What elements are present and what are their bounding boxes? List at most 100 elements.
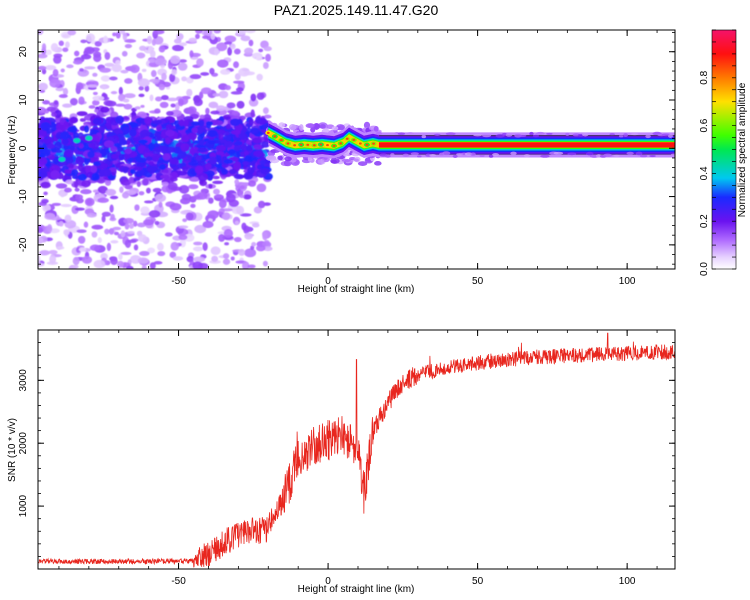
carrier-halo bbox=[492, 153, 499, 157]
spectrogram-noise-cell bbox=[244, 248, 257, 258]
carrier-bubble-core bbox=[319, 143, 323, 146]
spectrogram-band-cell bbox=[195, 154, 203, 161]
spectrogram-noise-cell bbox=[186, 88, 193, 97]
spectrogram-noise-cell bbox=[149, 58, 156, 64]
spectrogram-noise-cell bbox=[124, 39, 137, 43]
carrier-halo bbox=[421, 134, 427, 139]
spectrogram-noise-cell bbox=[144, 85, 150, 92]
spectrogram-noise-cell bbox=[222, 253, 230, 259]
carrier-halo bbox=[670, 153, 675, 156]
spectrogram-noise-cell bbox=[228, 199, 239, 208]
spectrogram-noise-cell bbox=[120, 251, 132, 255]
carrier-halo bbox=[488, 154, 494, 158]
spectrogram-y-tick-label: -10 bbox=[18, 189, 29, 204]
spectrogram-noise-cell bbox=[233, 80, 245, 84]
spectrogram-band-cell bbox=[87, 150, 95, 159]
spectrogram-band-cell bbox=[67, 126, 78, 133]
spectrogram-noise-cell bbox=[122, 32, 128, 41]
spectrogram-noise-cell bbox=[74, 50, 80, 57]
spectrogram-noise-cell bbox=[101, 85, 107, 90]
spectrogram-band-cell bbox=[259, 159, 266, 166]
spectrogram-noise-cell bbox=[250, 109, 255, 118]
spectrogram-noise-cell bbox=[202, 220, 214, 229]
carrier-halo bbox=[613, 154, 620, 158]
spectrogram-band-cell bbox=[248, 118, 254, 126]
spectrogram-noise-cell bbox=[224, 242, 230, 246]
spectrogram-band-cell bbox=[215, 150, 225, 156]
spectrogram-band-cell bbox=[209, 156, 217, 165]
spectrogram-noise-cell bbox=[136, 52, 146, 59]
spectrogram-noise-cell bbox=[51, 112, 57, 117]
spectrogram-noise-cell bbox=[94, 109, 99, 113]
spectrogram-noise-cell bbox=[138, 93, 145, 98]
spectrogram-noise-cell bbox=[230, 91, 243, 95]
spectrogram-noise-cell bbox=[38, 254, 41, 264]
spectrogram-noise-cell bbox=[56, 246, 65, 250]
spectrogram-noise-cell bbox=[149, 94, 154, 102]
spectrogram-band-cell bbox=[188, 161, 199, 166]
spectrogram-noise-cell bbox=[92, 91, 98, 96]
spectrogram-noise-cell bbox=[209, 67, 215, 75]
spectrogram-noise-cell bbox=[104, 51, 111, 60]
spectrogram-noise-cell bbox=[173, 38, 182, 44]
spectrogram-noise-cell bbox=[151, 38, 157, 46]
spectrogram-transition-cell bbox=[266, 155, 277, 161]
spectrogram-noise-cell bbox=[149, 78, 161, 83]
carrier-bubble-core bbox=[286, 142, 290, 145]
spectrogram-transition-cell bbox=[278, 122, 286, 129]
spectrogram-noise-cell bbox=[69, 98, 78, 106]
spectrogram-noise-cell bbox=[179, 197, 191, 205]
spectrogram-noise-cell bbox=[233, 61, 239, 69]
spectrogram-noise-cell bbox=[263, 114, 272, 119]
spectrogram-band-cell bbox=[207, 140, 216, 145]
carrier-bubble-core bbox=[293, 144, 296, 147]
spectrogram-band-cell bbox=[250, 127, 260, 135]
spectrogram-band-cell bbox=[169, 171, 179, 180]
carrier-halo bbox=[523, 154, 531, 158]
spectrogram-noise-cell bbox=[155, 96, 163, 102]
spectrogram-noise-cell bbox=[49, 254, 57, 264]
carrier-halo bbox=[529, 131, 534, 136]
spectrogram-band-cell bbox=[198, 139, 205, 146]
carrier-halo bbox=[618, 135, 624, 138]
spectrogram-band-cell bbox=[155, 172, 164, 181]
spectrogram-transition-cell bbox=[277, 155, 283, 161]
spectrogram-noise-cell bbox=[241, 222, 247, 231]
spectrogram-noise-cell bbox=[92, 99, 100, 106]
spectrogram-band-cell bbox=[100, 163, 109, 169]
spectrogram-noise-cell bbox=[84, 197, 95, 207]
spectrogram-noise-cell bbox=[239, 213, 252, 217]
spectrogram-noise-cell bbox=[58, 94, 68, 99]
spectrogram-y-tick-label: 0 bbox=[18, 145, 29, 151]
spectrogram-noise-cell bbox=[101, 215, 106, 223]
spectrogram-noise-cell bbox=[142, 178, 149, 186]
carrier-halo bbox=[540, 154, 550, 158]
spectrogram-band-cell bbox=[62, 137, 69, 146]
spectrogram-noise-cell bbox=[244, 232, 253, 240]
spectrogram-noise-cell bbox=[138, 191, 145, 196]
spectrogram-noise-cell bbox=[255, 56, 263, 61]
spectrogram-noise-cell bbox=[112, 32, 117, 37]
spectrogram-noise-cell bbox=[182, 218, 188, 223]
spectrogram-noise-cell bbox=[58, 40, 64, 47]
spectrogram-transition-cell bbox=[353, 158, 359, 162]
spectrogram-band-cell bbox=[242, 161, 250, 166]
spectrogram-noise-cell bbox=[257, 200, 266, 209]
spectrogram-noise-cell bbox=[178, 59, 187, 63]
spectrogram-noise-cell bbox=[97, 197, 109, 203]
spectrogram-band-cell bbox=[38, 157, 48, 165]
spectrogram-band-cell bbox=[197, 172, 208, 182]
spectrogram-noise-cell bbox=[188, 176, 201, 182]
spectrogram-noise-cell bbox=[263, 246, 273, 252]
spectrogram-noise-cell bbox=[104, 228, 110, 235]
carrier-bubble-core bbox=[352, 138, 356, 141]
spectrogram-noise-cell bbox=[262, 107, 269, 115]
carrier-halo bbox=[565, 132, 570, 136]
spectrogram-noise-cell bbox=[134, 106, 141, 110]
spectrogram-noise-cell bbox=[38, 30, 44, 36]
carrier-halo bbox=[532, 134, 539, 138]
spectrogram-noise-cell bbox=[235, 30, 247, 35]
carrier-halo bbox=[429, 153, 437, 157]
